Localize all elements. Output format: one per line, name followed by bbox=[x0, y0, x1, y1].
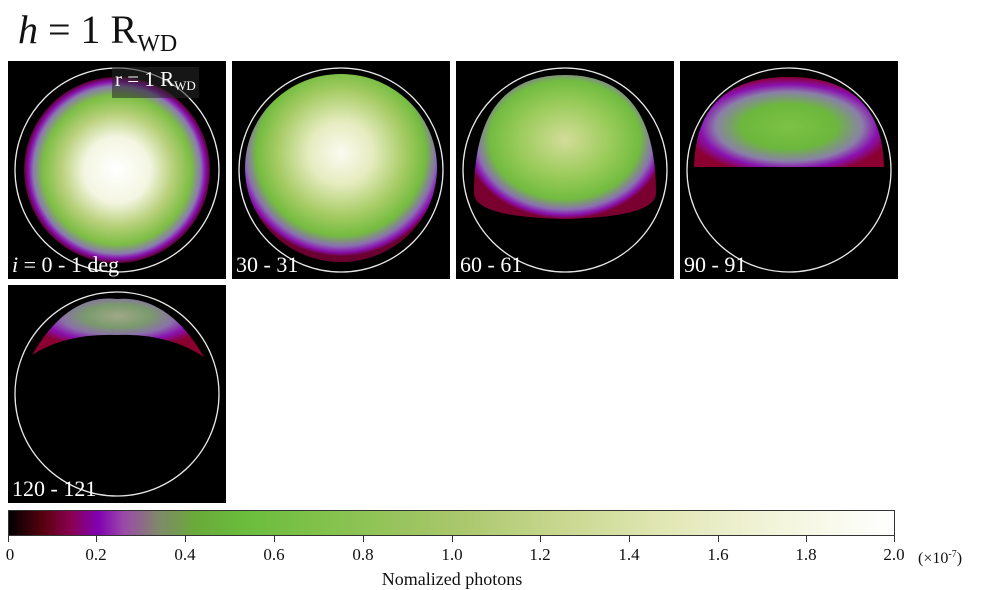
colorbar-tick bbox=[185, 536, 186, 542]
panel-image-120 bbox=[14, 291, 220, 497]
colorbar-tick bbox=[806, 536, 807, 542]
emission-region bbox=[32, 298, 204, 357]
colorbar-tick-label: 1.8 bbox=[795, 545, 817, 564]
panel-label: 30 - 31 bbox=[236, 252, 299, 277]
colorbar-tick-label: 2.0 bbox=[883, 545, 905, 564]
emission-disk bbox=[24, 77, 210, 263]
colorbar-tick bbox=[629, 536, 630, 542]
panel-label: 60 - 61 bbox=[460, 252, 523, 277]
colorbar-tick bbox=[274, 536, 275, 542]
white-dwarf-outline bbox=[238, 67, 444, 273]
radius-label: r = 1 RWD bbox=[112, 67, 199, 98]
title-subscript: WD bbox=[137, 31, 178, 57]
panel-label: 120 - 121 bbox=[12, 476, 97, 501]
colorbar-exponent: (×10-7) bbox=[918, 545, 962, 569]
colorbar-tick bbox=[718, 536, 719, 542]
colorbar-tick bbox=[540, 536, 541, 542]
colorbar-tick bbox=[452, 536, 453, 542]
panel-inclination-0: r = 1 RWD i = 0 - 1 deg bbox=[8, 61, 226, 279]
colorbar-tick-label: 0.8 bbox=[352, 545, 374, 564]
title-variable: h bbox=[18, 7, 38, 52]
inclination-equals: = bbox=[18, 252, 42, 277]
panel-image-90 bbox=[686, 67, 892, 273]
figure-title: h = 1 RWD bbox=[18, 8, 177, 66]
colorbar-tick-label: 0.2 bbox=[85, 545, 107, 564]
panel-image-60 bbox=[462, 67, 668, 273]
colorbar-tick-label: 0.4 bbox=[174, 545, 196, 564]
colorbar-tick-label: 0 bbox=[5, 545, 15, 564]
colorbar-tick bbox=[96, 536, 97, 542]
panel-image-30 bbox=[238, 67, 444, 273]
emission-region bbox=[694, 77, 884, 167]
panel-inclination-60: 60 - 61 bbox=[456, 61, 674, 279]
panel-inclination-90: 90 - 91 bbox=[680, 61, 898, 279]
emission-region bbox=[474, 75, 656, 219]
colorbar-tick bbox=[894, 536, 895, 542]
inclination-range: 0 - 1 deg bbox=[41, 252, 120, 277]
white-dwarf-outline bbox=[686, 67, 892, 273]
inclination-variable: i bbox=[12, 252, 19, 277]
emission-disk bbox=[245, 74, 437, 262]
colorbar-exponent-prefix: (×10 bbox=[918, 550, 949, 567]
colorbar-tick-label: 1.4 bbox=[618, 545, 640, 564]
colorbar-tick-label: 1.6 bbox=[707, 545, 729, 564]
white-dwarf-outline bbox=[462, 67, 668, 273]
panel-inclination-30: 30 - 31 bbox=[232, 61, 450, 279]
colorbar-exponent-power: -7 bbox=[948, 549, 957, 560]
panel-label: i = 0 - 1 deg bbox=[12, 253, 119, 277]
colorbar-label: Nomalized photons bbox=[381, 569, 523, 589]
colorbar-tick bbox=[363, 536, 364, 542]
colorbar-tick-label: 1.2 bbox=[529, 545, 551, 564]
colorbar-exponent-suffix: ) bbox=[956, 550, 963, 567]
radius-label-subscript: WD bbox=[174, 78, 196, 93]
title-equation: = 1 R bbox=[38, 7, 138, 52]
panel-label: 90 - 91 bbox=[684, 252, 747, 277]
panel-inclination-120: 120 - 121 bbox=[8, 285, 226, 503]
colorbar bbox=[8, 510, 895, 536]
colorbar-tick-label: 1.0 bbox=[441, 545, 463, 564]
radius-label-text: r = 1 R bbox=[115, 67, 175, 91]
white-dwarf-outline bbox=[14, 291, 220, 497]
colorbar-tick-label: 0.6 bbox=[263, 545, 285, 564]
colorbar-tick bbox=[8, 536, 9, 542]
